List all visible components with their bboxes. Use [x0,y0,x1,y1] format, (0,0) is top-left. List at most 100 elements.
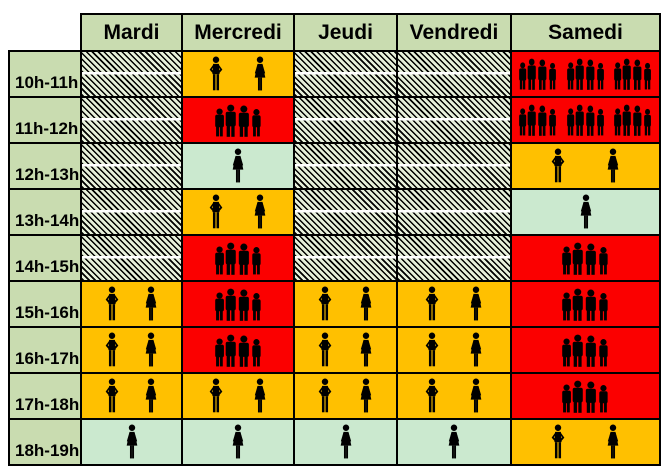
man-icon [548,148,568,184]
occupancy-icons [398,286,510,322]
cell-vendredi-14h-15h [396,234,512,282]
cell-vendredi-17h-18h [396,372,512,420]
woman-icon [122,424,142,460]
row-label-13h-14h: 13h-14h [8,188,82,236]
cell-samedi-16h-17h [510,326,661,374]
man-icon [102,378,122,414]
schedule-body: 10h-11h 11h-12h 12h-13h 13h-14h 14h-15h 15h-1… [8,50,661,466]
occupancy-icons [512,104,659,136]
cell-vendredi-16h-17h [396,326,512,374]
cell-vendredi-12h-13h [396,142,512,190]
row-label-15h-16h: 15h-16h [8,280,82,328]
cell-mardi-14h-15h [80,234,183,282]
occupancy-icons [183,424,293,460]
occupancy-icons [183,104,293,137]
cell-mercredi-17h-18h [181,372,295,420]
woman-icon [356,286,376,322]
cell-samedi-15h-16h [510,280,661,328]
cell-mardi-16h-17h [80,326,183,374]
woman-icon [466,332,486,368]
occupancy-icons [183,242,293,275]
cell-jeudi-16h-17h [293,326,398,374]
woman-icon [228,424,248,460]
row-label-14h-15h: 14h-15h [8,234,82,282]
man-icon [102,286,122,322]
cell-vendredi-11h-12h [396,96,512,144]
cell-samedi-17h-18h [510,372,661,420]
woman-icon [356,378,376,414]
group-icon [611,58,655,90]
cell-vendredi-18h-19h [396,418,512,466]
occupancy-icons [398,378,510,414]
group-icon [210,104,267,137]
column-header-jeudi: Jeudi [293,13,398,52]
column-header-mercredi: Mercredi [181,13,295,52]
occupancy-icons [512,148,659,184]
cell-mercredi-13h-14h [181,188,295,236]
occupancy-icons [512,334,659,367]
row-label-17h-18h: 17h-18h [8,372,82,420]
man-icon [315,378,335,414]
column-header-samedi: Samedi [510,13,661,52]
woman-icon [466,378,486,414]
occupancy-icons [82,286,181,322]
occupancy-icons [295,424,396,460]
group-icon [557,380,614,413]
occupancy-icons [512,424,659,460]
woman-icon [603,148,623,184]
cell-mardi-15h-16h [80,280,183,328]
man-icon [548,424,568,460]
row-label-12h-13h: 12h-13h [8,142,82,190]
cell-mardi-11h-12h [80,96,183,144]
cell-samedi-13h-14h [510,188,661,236]
occupancy-icons [398,332,510,368]
cell-jeudi-12h-13h [293,142,398,190]
cell-vendredi-13h-14h [396,188,512,236]
group-icon [210,334,267,367]
man-icon [422,332,442,368]
row-label-11h-12h: 11h-12h [8,96,82,144]
cell-mercredi-15h-16h [181,280,295,328]
schedule-header: Mardi Mercredi Jeudi Vendredi Samedi [9,13,661,52]
occupancy-icons [398,424,510,460]
cell-mercredi-14h-15h [181,234,295,282]
cell-mercredi-11h-12h [181,96,295,144]
cell-mercredi-10h-11h [181,50,295,98]
cell-mercredi-16h-17h [181,326,295,374]
occupancy-icons [183,378,293,414]
man-icon [422,286,442,322]
group-icon [210,288,267,321]
occupancy-icons [295,378,396,414]
occupancy-icons [512,288,659,321]
group-icon [564,58,608,90]
man-icon [315,332,335,368]
occupancy-icons [183,334,293,367]
cell-mardi-13h-14h [80,188,183,236]
group-icon [611,104,655,136]
cell-mercredi-18h-19h [181,418,295,466]
occupancy-icons [82,424,181,460]
woman-icon [603,424,623,460]
cell-mardi-18h-19h [80,418,183,466]
column-header-vendredi: Vendredi [396,13,512,52]
woman-icon [141,332,161,368]
cell-samedi-12h-13h [510,142,661,190]
cell-jeudi-11h-12h [293,96,398,144]
row-label-10h-11h: 10h-11h [8,50,82,98]
cell-samedi-10h-11h [510,50,661,98]
cell-mardi-17h-18h [80,372,183,420]
cell-mercredi-12h-13h [181,142,295,190]
group-icon [210,242,267,275]
man-icon [206,194,226,230]
woman-icon [356,332,376,368]
occupancy-icons [295,286,396,322]
group-icon [557,242,614,275]
occupancy-icons [183,56,293,92]
group-icon [516,58,560,90]
man-icon [206,56,226,92]
cell-samedi-18h-19h [510,418,661,466]
cell-vendredi-10h-11h [396,50,512,98]
cell-jeudi-17h-18h [293,372,398,420]
occupancy-icons [512,242,659,275]
